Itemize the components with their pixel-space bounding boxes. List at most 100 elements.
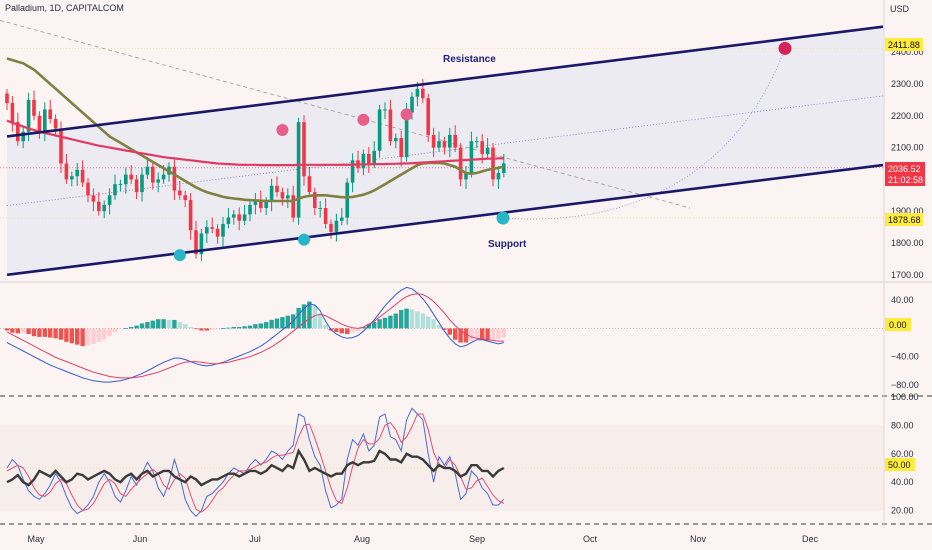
candle bbox=[32, 90, 36, 121]
x-tick-label: Nov bbox=[690, 534, 707, 544]
macd-histogram-bar bbox=[318, 313, 323, 329]
candle bbox=[183, 190, 187, 208]
macd-histogram-bar bbox=[458, 328, 463, 343]
candle bbox=[248, 200, 252, 222]
price-pane bbox=[0, 19, 884, 277]
candle-body bbox=[329, 223, 333, 232]
macd-signal-line bbox=[6, 293, 504, 379]
macd-histogram-bar bbox=[436, 324, 442, 329]
candle-body bbox=[259, 200, 263, 209]
support-touch-marker bbox=[298, 233, 310, 246]
candle-body bbox=[431, 134, 436, 148]
candle bbox=[107, 188, 112, 215]
macd-histogram-bar bbox=[123, 328, 128, 329]
price-tick-label: 2400.00 bbox=[891, 47, 924, 57]
candle-body bbox=[205, 227, 209, 234]
macd-histogram-bar bbox=[501, 328, 506, 338]
candle-body bbox=[199, 233, 204, 255]
x-tick-label: May bbox=[27, 534, 45, 544]
candle bbox=[329, 219, 333, 239]
candle-body bbox=[32, 99, 36, 116]
macd-histogram-bar bbox=[388, 315, 393, 329]
candle-body bbox=[242, 214, 247, 221]
oscillator-tick-label: 80.00 bbox=[891, 420, 914, 430]
candle bbox=[426, 93, 430, 142]
candle-body bbox=[113, 184, 117, 196]
candle-body bbox=[156, 179, 160, 183]
macd-histogram-bar bbox=[269, 319, 274, 329]
ma-fast-line bbox=[6, 57, 505, 203]
candle bbox=[226, 208, 231, 229]
candle-body bbox=[345, 182, 349, 218]
countdown-text: 21:02:58 bbox=[888, 175, 923, 185]
candle-body bbox=[421, 88, 425, 99]
candle bbox=[97, 192, 101, 216]
candle bbox=[140, 167, 144, 202]
candle bbox=[269, 178, 274, 212]
candle bbox=[48, 99, 52, 124]
candle-body bbox=[253, 200, 258, 205]
macd-histogram-bar bbox=[172, 319, 177, 329]
macd-histogram-bar bbox=[301, 304, 307, 329]
macd-tick-label: −80.00 bbox=[891, 380, 919, 390]
candle-body bbox=[188, 200, 193, 231]
candle bbox=[334, 213, 339, 242]
candle-body bbox=[388, 109, 393, 142]
symbol-title: Palladium, 1D, CAPITALCOM bbox=[5, 3, 124, 13]
resistance-line bbox=[6, 25, 884, 138]
candle-body bbox=[226, 217, 231, 224]
macd-histogram-bar bbox=[463, 328, 469, 343]
resistance-label: Resistance bbox=[443, 54, 496, 65]
candle bbox=[291, 185, 295, 223]
candle-body bbox=[64, 163, 69, 180]
price-tick-label: 2200.00 bbox=[891, 111, 924, 121]
macd-zero-badge: 0.00 bbox=[885, 318, 911, 331]
candle bbox=[102, 200, 106, 219]
candle bbox=[113, 174, 117, 200]
macd-tick-label: −40.00 bbox=[891, 352, 919, 362]
currency-label: USD bbox=[890, 4, 910, 14]
candle-body bbox=[313, 192, 317, 209]
macd-histogram-bar bbox=[139, 323, 145, 329]
support-target-marker bbox=[496, 211, 510, 225]
macd-histogram-bar bbox=[64, 328, 69, 342]
candle-body bbox=[496, 173, 501, 180]
candle bbox=[237, 207, 241, 231]
candle bbox=[172, 159, 177, 201]
macd-histogram-bar bbox=[485, 328, 490, 341]
oscillator-tick-label: 60.00 bbox=[891, 449, 914, 459]
macd-histogram-bar bbox=[183, 324, 188, 329]
macd-histogram-bar bbox=[274, 318, 280, 329]
macd-histogram-bar bbox=[431, 319, 436, 329]
candle-body bbox=[485, 147, 490, 154]
candle-body bbox=[269, 185, 274, 202]
candle-body bbox=[48, 109, 52, 119]
candle-body bbox=[183, 195, 187, 201]
candle-body bbox=[394, 138, 398, 142]
candle bbox=[367, 146, 371, 174]
macd-histogram-bar bbox=[312, 305, 317, 329]
macd-histogram-bar bbox=[37, 328, 42, 337]
macd-histogram-bar bbox=[10, 328, 15, 333]
candle bbox=[70, 171, 74, 187]
candle bbox=[80, 160, 85, 188]
candle bbox=[280, 187, 285, 206]
candle bbox=[118, 179, 123, 192]
candle bbox=[16, 112, 20, 146]
candle bbox=[199, 229, 204, 262]
macd-histogram-bar bbox=[496, 328, 501, 339]
candle-body bbox=[59, 128, 63, 164]
macd-histogram-bar bbox=[42, 328, 47, 337]
candle-body bbox=[296, 122, 301, 218]
candle-body bbox=[286, 195, 290, 199]
candle bbox=[318, 201, 322, 218]
macd-histogram-bar bbox=[372, 322, 377, 329]
macd-histogram-bar bbox=[75, 328, 80, 345]
macd-line bbox=[6, 286, 504, 383]
candle-body bbox=[215, 228, 220, 237]
candle bbox=[286, 188, 290, 209]
candle bbox=[399, 131, 403, 167]
macd-histogram-bar bbox=[404, 308, 409, 329]
candle bbox=[64, 153, 69, 184]
candle-body bbox=[134, 179, 139, 193]
